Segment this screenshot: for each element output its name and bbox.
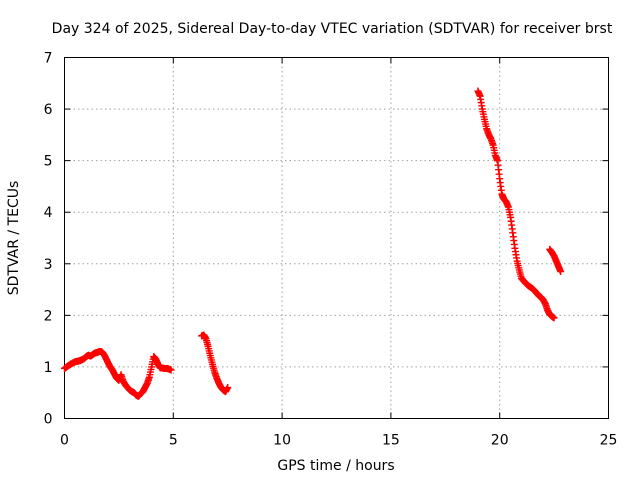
x-tick-label-1: 5 xyxy=(169,433,178,449)
y-tick-label-6: 6 xyxy=(44,102,53,118)
plot-frame xyxy=(64,57,609,419)
x-tick-labels: 0 5 10 15 20 25 xyxy=(60,433,617,449)
segment-2 xyxy=(474,87,558,322)
x-tick-label-3: 15 xyxy=(382,433,400,449)
chart-title: Day 324 of 2025, Sidereal Day-to-day VTE… xyxy=(52,21,613,37)
x-tick-label-4: 20 xyxy=(491,433,509,449)
grid-lines xyxy=(64,57,609,419)
y-tick-labels: 0 1 2 3 4 5 6 7 xyxy=(44,51,53,428)
x-axis-label: GPS time / hours xyxy=(277,458,394,474)
data-points xyxy=(61,87,565,400)
segment-3 xyxy=(546,245,565,276)
data-point xyxy=(557,268,565,276)
segment-1 xyxy=(198,331,232,396)
data-point xyxy=(167,366,175,374)
y-tick-label-3: 3 xyxy=(44,257,53,273)
y-tick-label-2: 2 xyxy=(44,308,53,324)
y-tick-label-4: 4 xyxy=(44,205,53,221)
x-tick-label-0: 0 xyxy=(60,433,69,449)
x-tick-label-2: 10 xyxy=(273,433,291,449)
y-tick-label-1: 1 xyxy=(44,360,53,376)
data-point xyxy=(224,384,232,392)
y-tick-label-0: 0 xyxy=(44,412,53,428)
axis-ticks xyxy=(64,57,609,419)
y-tick-label-7: 7 xyxy=(44,51,53,67)
x-tick-label-5: 25 xyxy=(600,433,618,449)
y-tick-label-5: 5 xyxy=(44,154,53,170)
y-axis-label: SDTVAR / TECUs xyxy=(6,181,22,296)
segment-0 xyxy=(61,347,175,400)
data-point xyxy=(550,314,558,322)
